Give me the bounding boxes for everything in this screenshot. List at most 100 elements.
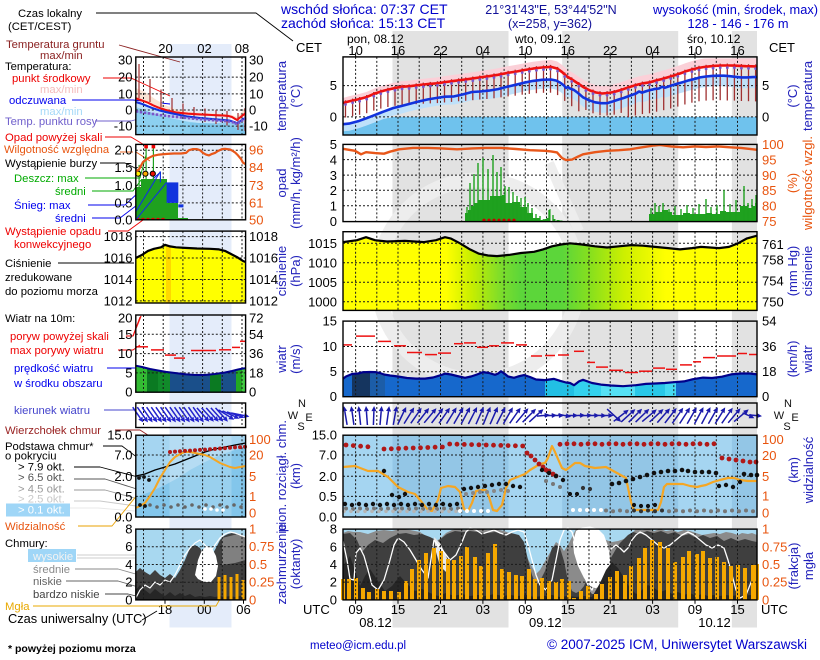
svg-text:20: 20 [118, 70, 132, 85]
svg-text:21: 21 [603, 602, 617, 617]
svg-text:punkt środkowy: punkt środkowy [12, 73, 91, 85]
svg-text:max/min: max/min [40, 50, 83, 62]
svg-text:85: 85 [762, 183, 776, 198]
svg-text:04: 04 [476, 43, 490, 58]
svg-text:0: 0 [125, 103, 132, 118]
svg-text:54: 54 [249, 327, 263, 342]
svg-text:kierunek wiatru: kierunek wiatru [14, 405, 90, 417]
svg-text:09: 09 [348, 602, 362, 617]
svg-text:80: 80 [762, 199, 776, 214]
svg-text:3: 3 [330, 168, 337, 183]
svg-text:średni: średni [55, 186, 86, 198]
svg-text:niskie: niskie [33, 576, 62, 588]
svg-text:Temperatura gruntu: Temperatura gruntu [6, 39, 105, 51]
svg-text:0: 0 [762, 109, 769, 124]
svg-text:754: 754 [762, 274, 784, 289]
svg-text:08.12: 08.12 [359, 615, 392, 630]
svg-text:0.25: 0.25 [249, 575, 274, 590]
svg-text:wysokość (min, środek, max): wysokość (min, środek, max) [652, 2, 818, 17]
svg-text:04: 04 [645, 43, 659, 58]
svg-text:75: 75 [762, 214, 776, 229]
svg-text:0: 0 [762, 506, 769, 521]
svg-text:30: 30 [249, 53, 263, 68]
svg-text:Widzialność: Widzialność [5, 521, 66, 533]
svg-text:54: 54 [762, 314, 776, 329]
svg-text:pon, 08.12: pon, 08.12 [347, 32, 404, 46]
svg-text:09.12: 09.12 [529, 615, 562, 630]
svg-text:100: 100 [249, 432, 271, 447]
svg-text:00: 00 [197, 602, 211, 617]
svg-text:15: 15 [391, 602, 405, 617]
svg-text:10.12: 10.12 [698, 615, 731, 630]
svg-text:Wierzchołek chmur: Wierzchołek chmur [5, 425, 101, 437]
svg-text:10: 10 [323, 339, 337, 354]
svg-text:Temperatura:: Temperatura: [5, 61, 72, 73]
svg-text:22: 22 [433, 43, 447, 58]
svg-text:10: 10 [688, 43, 702, 58]
svg-text:wto, 09.12: wto, 09.12 [514, 32, 571, 46]
svg-text:1005: 1005 [308, 275, 337, 290]
svg-text:UTC: UTC [303, 602, 330, 617]
svg-text:5: 5 [762, 469, 769, 484]
svg-text:1.0: 1.0 [114, 178, 132, 193]
svg-text:1: 1 [762, 489, 769, 504]
svg-text:zredukowane: zredukowane [5, 272, 72, 284]
svg-text:o pokryciu: o pokryciu [5, 451, 57, 463]
svg-text:1014: 1014 [104, 272, 133, 287]
svg-text:1014: 1014 [249, 272, 278, 287]
svg-text:2.0: 2.0 [114, 469, 132, 484]
svg-text:Czas lokalny: Czas lokalny [18, 8, 82, 20]
svg-text:> 0.1 okt.: > 0.1 okt. [18, 505, 65, 517]
svg-text:1016: 1016 [249, 251, 278, 266]
svg-text:(CET/CEST): (CET/CEST) [8, 21, 72, 33]
svg-text:21°31'43"E, 53°44'52"N: 21°31'43"E, 53°44'52"N [485, 3, 616, 17]
svg-text:> 4.5 okt.: > 4.5 okt. [18, 484, 65, 496]
svg-text:CET: CET [296, 40, 322, 55]
svg-text:36: 36 [762, 339, 776, 354]
svg-text:temperatura: temperatura [274, 60, 289, 131]
svg-text:(m/s): (m/s) [288, 344, 303, 374]
svg-text:(hPa): (hPa) [288, 255, 303, 287]
svg-text:5: 5 [762, 78, 769, 93]
svg-text:Wystąpienie burzy: Wystąpienie burzy [5, 158, 98, 170]
svg-text:15: 15 [323, 314, 337, 329]
svg-text:poryw powyżej skali: poryw powyżej skali [10, 331, 109, 343]
svg-text:5: 5 [249, 469, 256, 484]
svg-text:Opad powyżej skali: Opad powyżej skali [5, 132, 102, 144]
svg-text:4: 4 [330, 152, 337, 167]
svg-text:10: 10 [518, 43, 532, 58]
svg-text:15: 15 [730, 602, 744, 617]
svg-text:S: S [297, 421, 304, 433]
svg-text:widzialność: widzialność [801, 436, 816, 504]
svg-text:761: 761 [762, 237, 784, 252]
svg-text:prędkość wiatru: prędkość wiatru [14, 363, 93, 375]
svg-text:meteo@icm.edu.pl: meteo@icm.edu.pl [310, 640, 406, 652]
svg-text:w środku obszaru: w środku obszaru [13, 378, 103, 390]
svg-text:2.0: 2.0 [319, 469, 337, 484]
svg-text:02: 02 [197, 41, 211, 56]
svg-text:Wilgotność względna: Wilgotność względna [4, 144, 110, 156]
svg-text:0.25: 0.25 [762, 575, 787, 590]
svg-text:18: 18 [762, 364, 776, 379]
svg-text:4: 4 [330, 557, 337, 572]
svg-text:0.0: 0.0 [319, 510, 337, 525]
svg-text:1: 1 [249, 522, 256, 537]
svg-text:15.0: 15.0 [107, 428, 132, 443]
svg-text:0: 0 [762, 592, 769, 607]
svg-text:0: 0 [249, 506, 256, 521]
svg-text:0.5: 0.5 [762, 557, 780, 572]
svg-text:do poziomu morza: do poziomu morza [5, 286, 99, 298]
svg-text:10: 10 [118, 86, 132, 101]
svg-text:0.0: 0.0 [114, 212, 132, 227]
svg-text:90: 90 [762, 168, 776, 183]
svg-text:Deszcz: max: Deszcz: max [14, 173, 79, 185]
svg-text:zachód słońca: 15:13 CET: zachód słońca: 15:13 CET [281, 15, 446, 31]
svg-text:16: 16 [561, 43, 575, 58]
svg-text:> 2.5 okt.: > 2.5 okt. [18, 494, 65, 506]
svg-text:ciśnienie: ciśnienie [274, 246, 289, 297]
svg-text:0: 0 [125, 592, 132, 607]
svg-text:> 7.9 okt.: > 7.9 okt. [18, 462, 65, 474]
svg-text:wilgotność wzgl.: wilgotność wzgl. [800, 136, 815, 231]
svg-text:(°C): (°C) [785, 84, 800, 107]
svg-text:0: 0 [125, 385, 132, 400]
